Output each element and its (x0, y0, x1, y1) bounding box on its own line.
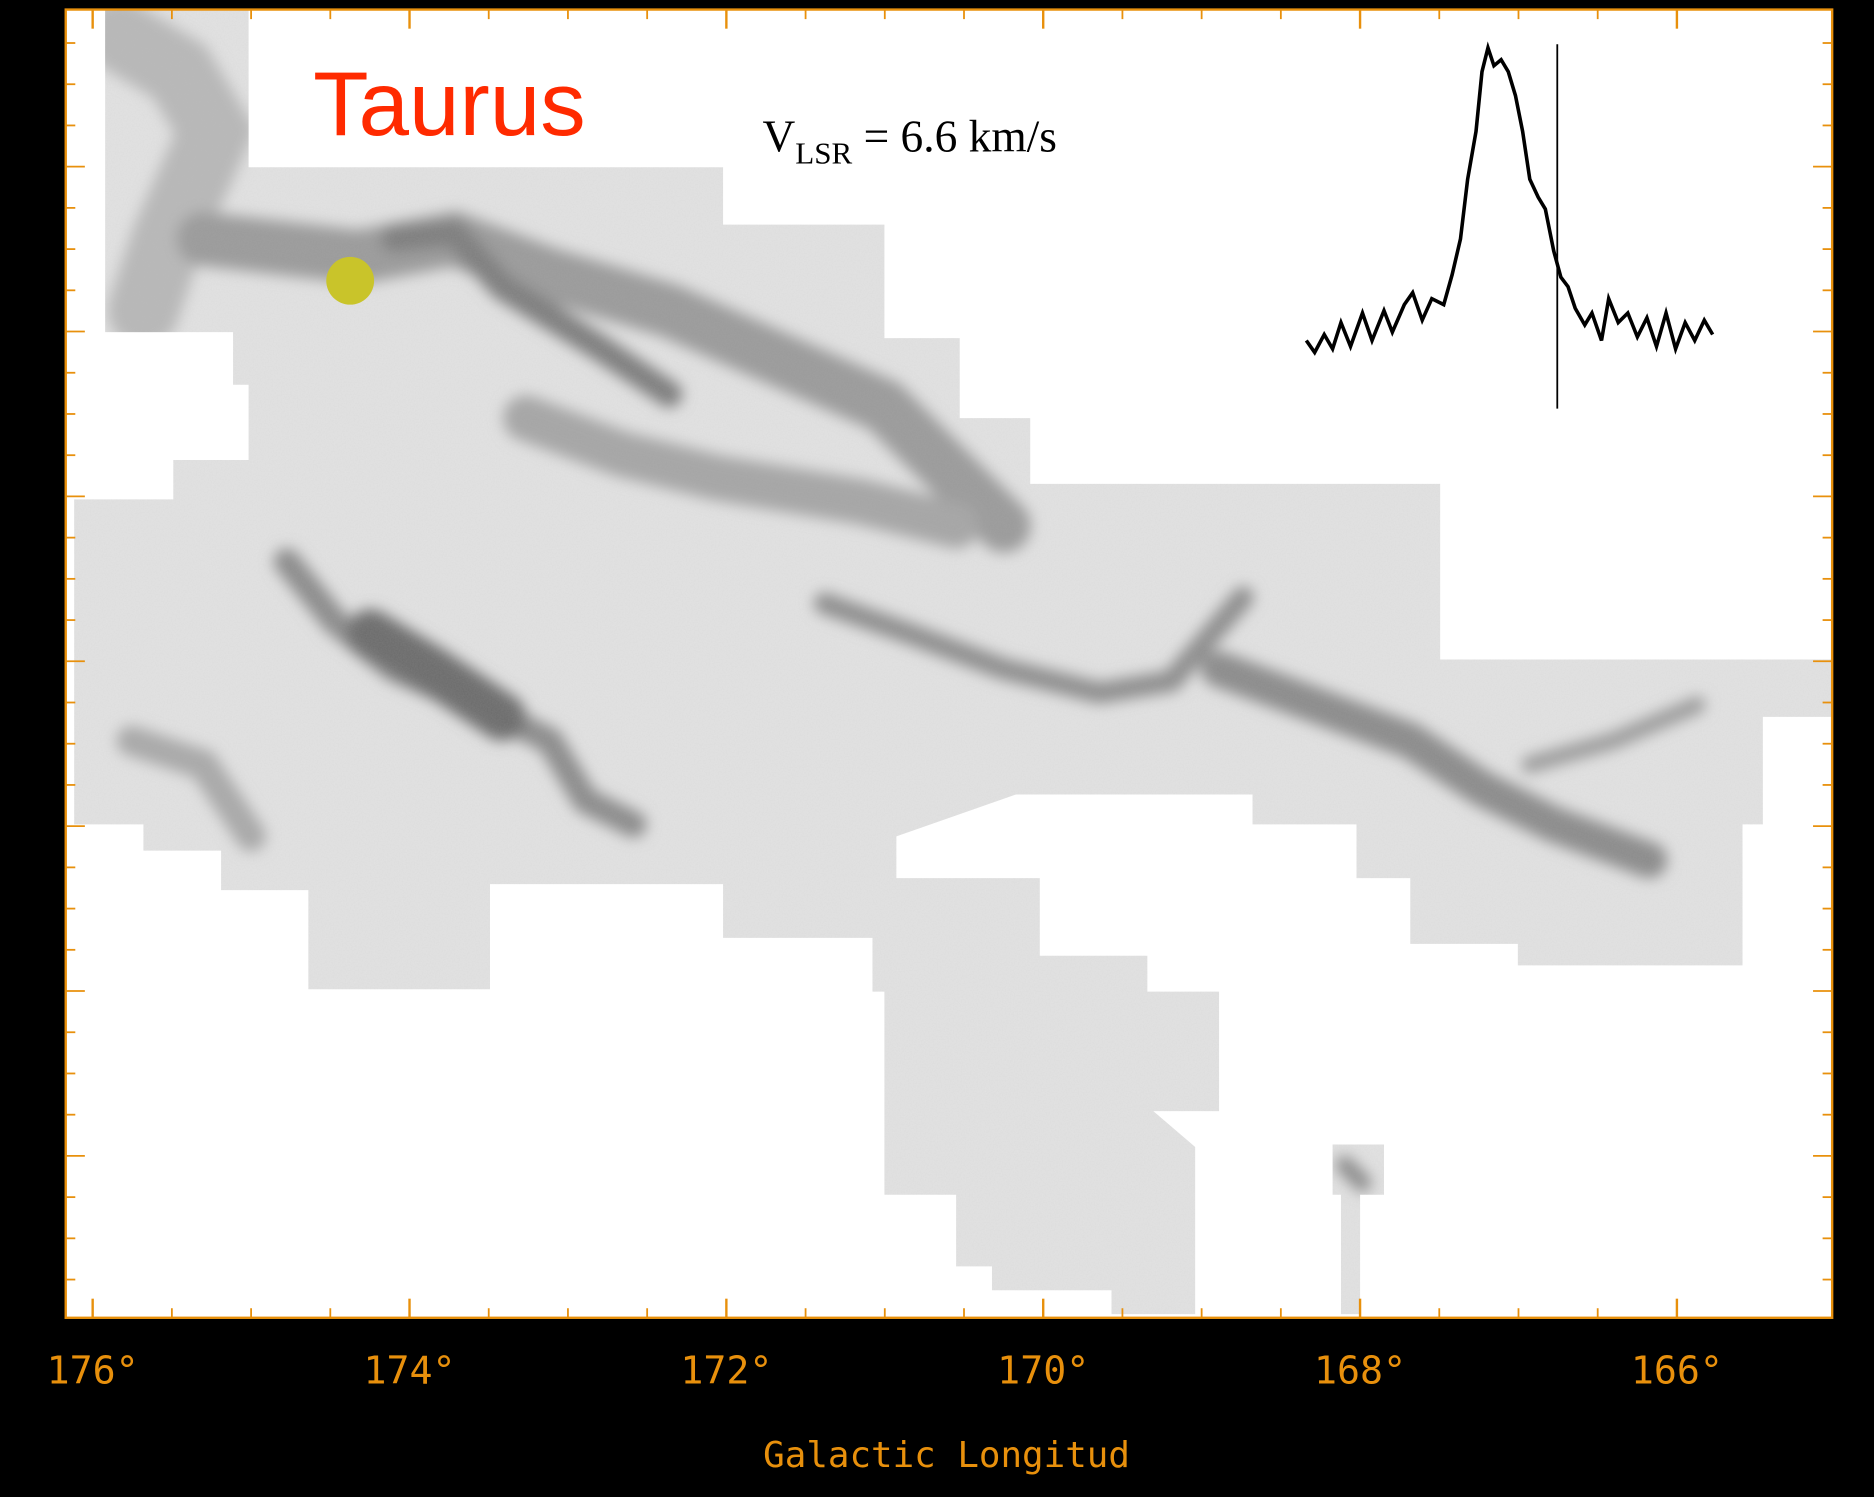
x-tick-label: 174° (363, 1350, 455, 1394)
x-tick-label: 166° (1631, 1350, 1723, 1394)
map-gap (1135, 842, 1171, 872)
title: Taurus (313, 54, 586, 155)
chart: Taurus VLSR = 6.6 km/s Galactic Longitud… (0, 0, 1874, 1497)
annotation-text: V (763, 112, 796, 162)
annotation-subscript: LSR (795, 136, 852, 171)
x-axis-label: Galactic Longitud (763, 1435, 1130, 1476)
x-tick-label: 168° (1314, 1350, 1406, 1394)
x-tick-label: 172° (680, 1350, 772, 1394)
x-tick-label: 176° (47, 1350, 139, 1394)
position-marker (326, 257, 374, 305)
annotation-rest: = 6.6 km/s (852, 112, 1057, 162)
x-tick-label: 170° (997, 1350, 1089, 1394)
